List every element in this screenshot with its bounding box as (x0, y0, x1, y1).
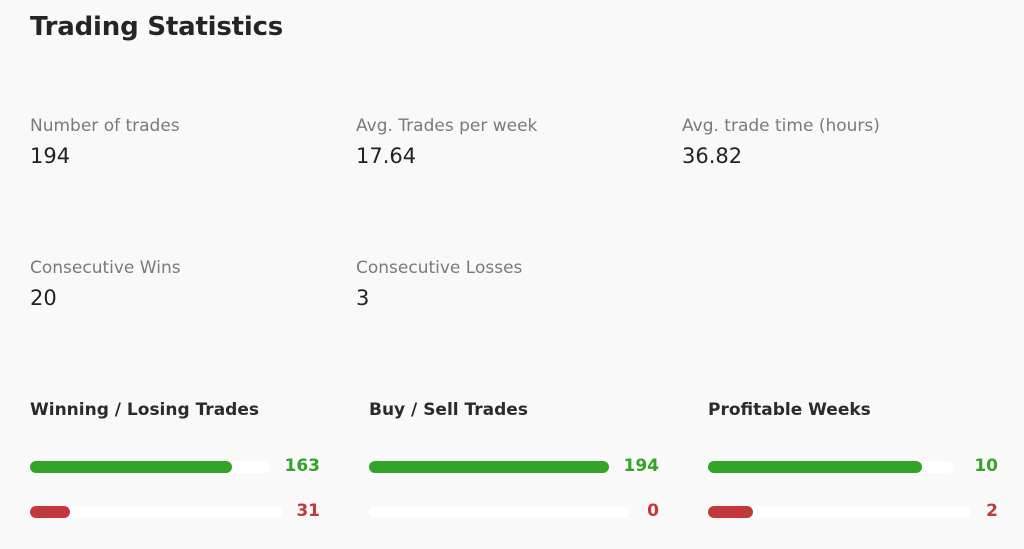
stat-value: 17.64 (356, 144, 417, 168)
group-title: Winning / Losing Trades (30, 400, 259, 420)
bar-fill (30, 461, 232, 473)
bar-track (369, 461, 609, 473)
bar-count: 10 (974, 456, 998, 476)
stat-number-of-trades: Number of trades 194 (30, 116, 180, 168)
stat-consecutive-losses: Consecutive Losses 3 (356, 258, 522, 310)
bar-track (708, 461, 954, 473)
group-buy-sell-trades: Buy / Sell Trades 194 0 (369, 400, 659, 521)
bar-track (30, 506, 282, 518)
bar-count: 2 (986, 501, 998, 521)
stat-label: Consecutive Wins (30, 258, 181, 278)
bar-track (708, 506, 970, 518)
bar-count: 0 (647, 501, 659, 521)
stat-label: Avg. trade time (hours) (682, 116, 880, 136)
group-winning-losing-trades: Winning / Losing Trades 163 31 (30, 400, 320, 521)
unprofitable-weeks-bar: 2 (708, 501, 998, 521)
group-title: Profitable Weeks (708, 400, 871, 420)
losing-trades-bar: 31 (30, 501, 320, 521)
bar-count: 31 (296, 501, 320, 521)
stat-avg-trades-per-week: Avg. Trades per week 17.64 (356, 116, 537, 168)
stat-avg-trade-time: Avg. trade time (hours) 36.82 (682, 116, 880, 168)
winning-trades-bar: 163 (30, 456, 320, 476)
bar-fill (708, 506, 753, 518)
profitable-weeks-bar: 10 (708, 456, 998, 476)
stat-label: Avg. Trades per week (356, 116, 538, 136)
bar-fill (708, 461, 922, 473)
bar-count: 194 (623, 456, 660, 476)
stat-value: 3 (356, 286, 370, 310)
buy-trades-bar: 194 (369, 456, 659, 476)
stat-value: 20 (30, 286, 57, 310)
bar-fill (369, 461, 609, 473)
bar-fill (30, 506, 70, 518)
sell-trades-bar: 0 (369, 501, 659, 521)
group-profitable-weeks: Profitable Weeks 10 2 (708, 400, 998, 521)
stat-value: 36.82 (682, 144, 743, 168)
stat-value: 194 (30, 144, 71, 168)
stat-label: Number of trades (30, 116, 180, 136)
stat-consecutive-wins: Consecutive Wins 20 (30, 258, 181, 310)
page-title: Trading Statistics (30, 12, 284, 42)
stat-label: Consecutive Losses (356, 258, 523, 278)
bar-track (369, 506, 630, 518)
bar-track (30, 461, 270, 473)
bar-count: 163 (284, 456, 321, 476)
group-title: Buy / Sell Trades (369, 400, 528, 420)
